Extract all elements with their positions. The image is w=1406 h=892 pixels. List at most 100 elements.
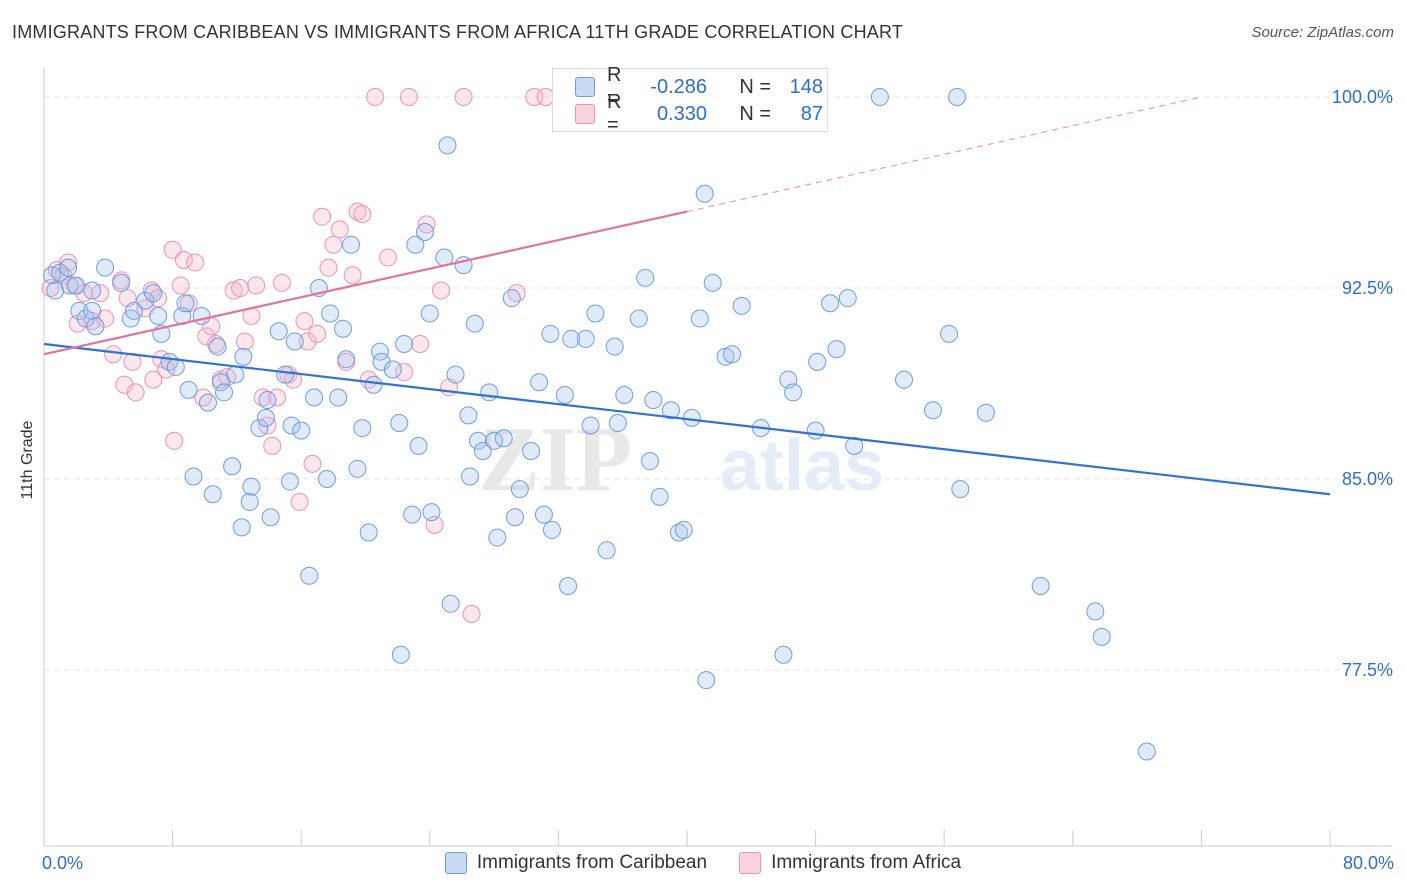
- caribbean-point: [697, 671, 716, 690]
- caribbean-point: [256, 408, 275, 427]
- legend-label-caribbean: Immigrants from Caribbean: [476, 852, 708, 873]
- caribbean-point: [211, 373, 230, 392]
- caribbean-point: [821, 294, 840, 313]
- caribbean-point: [409, 436, 428, 455]
- legend-r-label: R =: [607, 91, 622, 136]
- africa-point: [231, 279, 250, 297]
- source-credit: Source: ZipAtlas.com: [1251, 24, 1394, 41]
- caribbean-point: [364, 375, 383, 394]
- legend-swatch-caribbean: [575, 77, 595, 97]
- caribbean-point: [83, 301, 102, 320]
- caribbean-point: [67, 276, 86, 295]
- africa-point: [399, 88, 418, 106]
- africa-point: [348, 202, 367, 221]
- caribbean-point: [406, 235, 425, 254]
- caribbean-point: [494, 429, 513, 448]
- y-axis-label: 11th Grade: [19, 420, 36, 500]
- caribbean-point: [337, 350, 356, 369]
- africa-point: [174, 250, 193, 269]
- caribbean-point: [502, 289, 521, 308]
- africa-point: [319, 258, 338, 277]
- caribbean-point: [784, 383, 803, 402]
- caribbean-point: [542, 520, 561, 539]
- caribbean-point: [723, 345, 742, 364]
- legend-row-africa: R = 0.330 N = 87: [553, 91, 823, 136]
- africa-point: [144, 370, 163, 389]
- africa-point: [411, 335, 430, 354]
- caribbean-point: [215, 383, 234, 402]
- africa-point: [235, 332, 254, 351]
- caribbean-point: [415, 222, 434, 241]
- legend-n-label: N =: [739, 102, 771, 125]
- caribbean-point: [391, 645, 410, 664]
- caribbean-point: [317, 470, 336, 488]
- africa-point: [303, 454, 322, 473]
- caribbean-point: [615, 385, 634, 404]
- caribbean-point: [208, 337, 227, 356]
- legend-r-value: 0.330: [656, 102, 707, 125]
- caribbean-point: [465, 314, 484, 333]
- legend-row-caribbean: R = -0.286 N = 148: [553, 64, 823, 109]
- africa-point: [366, 88, 385, 106]
- caribbean-point: [76, 309, 95, 328]
- caribbean-point: [636, 268, 655, 287]
- caribbean-point: [321, 304, 340, 323]
- y-tick-label: 92.5%: [1342, 278, 1393, 298]
- y-tick-labels: 100.0% 92.5% 85.0% 77.5%: [1332, 87, 1393, 680]
- africa-point: [171, 276, 190, 295]
- caribbean-point: [300, 566, 319, 585]
- africa-point: [253, 388, 272, 407]
- caribbean-point: [203, 485, 222, 504]
- caribbean-point: [144, 284, 163, 303]
- caribbean-point: [359, 523, 378, 542]
- caribbean-point: [845, 436, 864, 455]
- caribbean-point: [674, 520, 693, 539]
- africa-point: [163, 240, 182, 259]
- watermark-atlas: atlas: [720, 426, 884, 506]
- africa-point: [454, 88, 473, 106]
- caribbean-point: [597, 541, 616, 560]
- legend-item-caribbean[interactable]: Immigrants from Caribbean: [444, 852, 708, 874]
- caribbean-point: [258, 391, 277, 410]
- legend-r-label: R =: [607, 64, 622, 109]
- caribbean-point: [895, 370, 914, 389]
- caribbean-point: [480, 383, 499, 402]
- caribbean-point: [280, 472, 299, 491]
- caribbean-point: [383, 360, 402, 379]
- africa-point: [324, 235, 343, 254]
- caribbean-point: [342, 235, 361, 254]
- legend-item-africa[interactable]: Immigrants from Africa: [739, 852, 961, 874]
- caribbean-point: [223, 457, 242, 476]
- caribbean-point: [329, 388, 348, 407]
- caribbean-point: [690, 309, 709, 328]
- caribbean-point: [808, 352, 827, 371]
- caribbean-point: [473, 441, 492, 460]
- x-tick-label-min: 0.0%: [42, 853, 84, 873]
- legend-n-label: N =: [739, 75, 771, 98]
- africa-point: [197, 327, 216, 346]
- caribbean-point: [353, 419, 372, 438]
- watermark-zip: ZIP: [479, 408, 632, 510]
- caribbean-point: [125, 301, 144, 320]
- caribbean-point: [292, 421, 311, 440]
- caribbean-point: [608, 413, 627, 432]
- caribbean-point: [827, 340, 846, 359]
- caribbean-point: [559, 576, 578, 595]
- legend-swatch-africa: [575, 104, 595, 124]
- caribbean-point: [669, 523, 688, 542]
- legend-n-value: 148: [789, 75, 823, 98]
- caribbean-point: [179, 380, 198, 399]
- caribbean-point: [240, 492, 259, 511]
- caribbean-point: [923, 401, 942, 420]
- caribbean-point: [184, 467, 203, 486]
- africa-point: [126, 383, 145, 402]
- caribbean-point: [555, 385, 574, 404]
- caribbean-point: [232, 518, 251, 537]
- caribbean-point: [774, 645, 793, 664]
- africa-point: [462, 604, 481, 623]
- caribbean-point: [420, 304, 439, 323]
- caribbean-point: [948, 88, 967, 106]
- africa-point: [343, 266, 362, 285]
- africa-point: [104, 345, 123, 364]
- legend-swatch-caribbean: [444, 852, 467, 874]
